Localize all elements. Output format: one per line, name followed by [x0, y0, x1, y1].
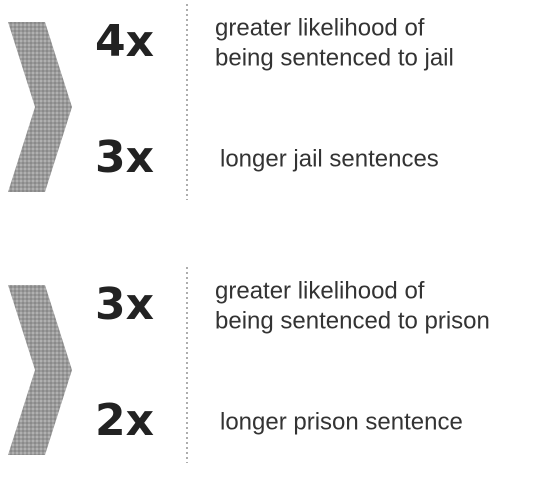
description: longer prison sentence — [220, 408, 463, 435]
description: being sentenced to jail — [215, 44, 454, 71]
description: being sentenced to prison — [215, 307, 490, 334]
description: longer jail sentences — [220, 145, 439, 172]
multiplier: 3x — [95, 279, 154, 330]
multiplier: 2x — [95, 395, 154, 446]
multiplier: 3x — [95, 132, 154, 183]
chevron — [8, 285, 72, 455]
description: greater likelihood of — [215, 14, 425, 41]
multiplier: 4x — [95, 16, 154, 67]
chevron — [8, 22, 72, 192]
description: greater likelihood of — [215, 277, 425, 304]
